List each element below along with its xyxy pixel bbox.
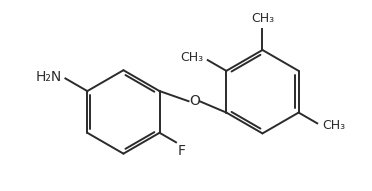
Text: H₂N: H₂N	[35, 70, 62, 84]
Text: F: F	[177, 143, 185, 158]
Text: O: O	[189, 94, 200, 108]
Text: CH₃: CH₃	[251, 12, 274, 25]
Text: CH₃: CH₃	[323, 119, 346, 132]
Text: CH₃: CH₃	[180, 51, 203, 64]
